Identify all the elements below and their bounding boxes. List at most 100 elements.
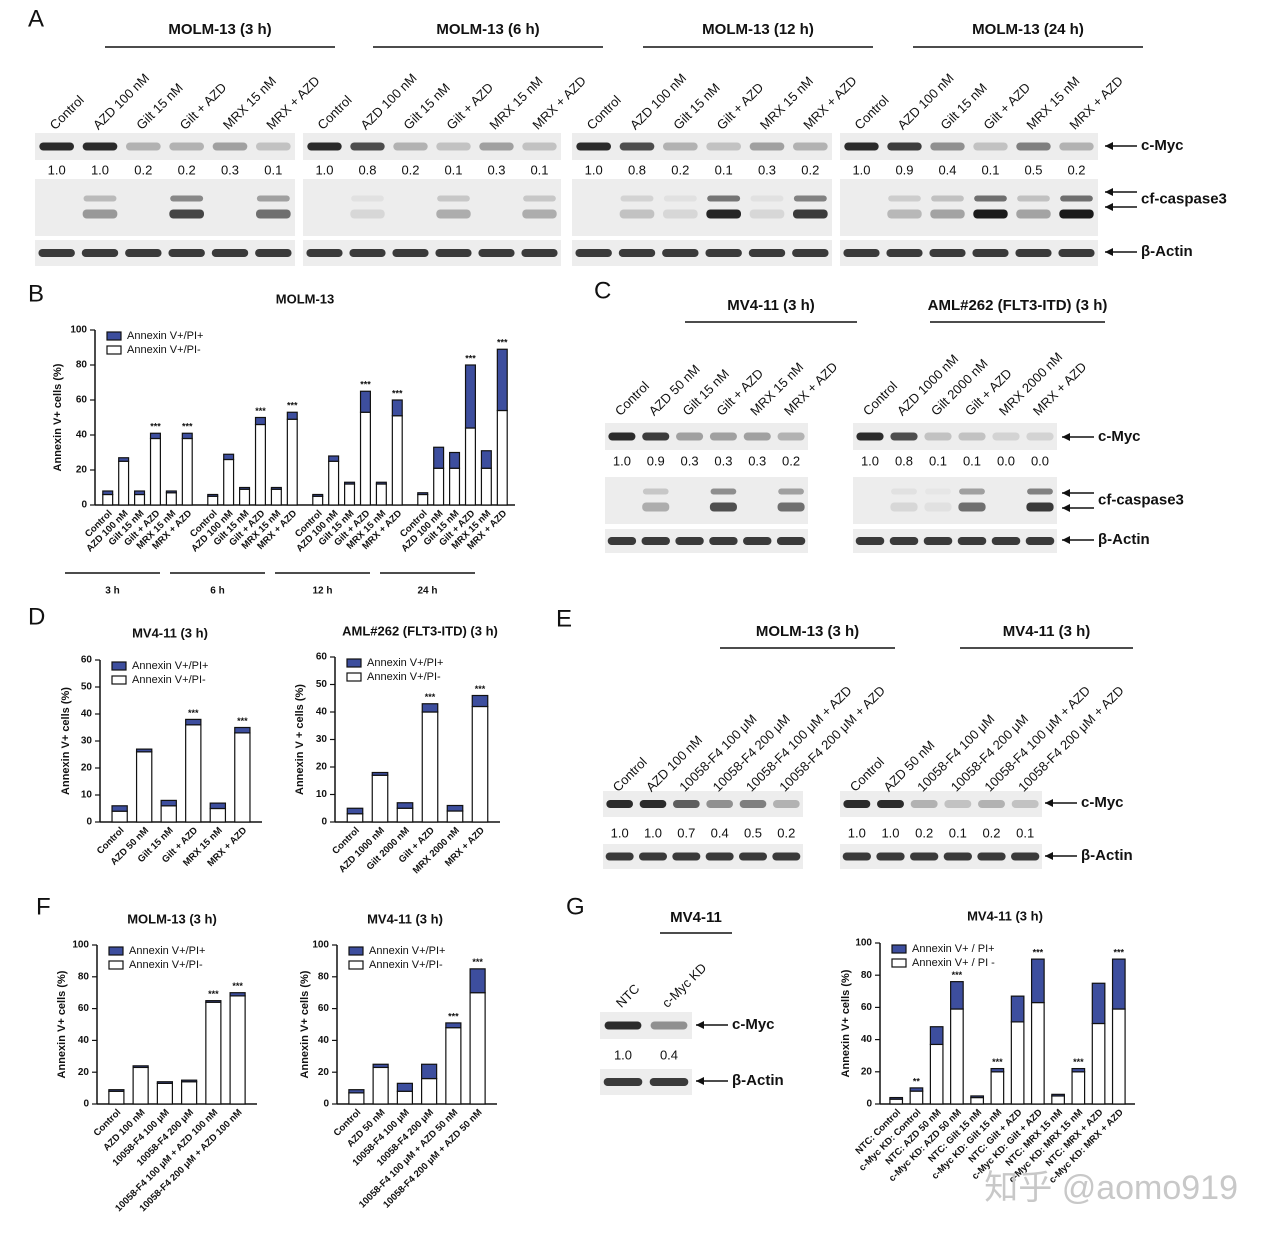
lane-label: NTC [613, 981, 642, 1010]
significance: *** [1073, 1057, 1084, 1067]
blot-background [603, 844, 803, 869]
caspase-band [663, 195, 697, 202]
myc-band [256, 142, 291, 151]
bar-segment [118, 460, 130, 506]
bar-segment [1051, 1095, 1065, 1105]
quant-value: 1.0 [644, 825, 662, 840]
bar-segment [209, 807, 227, 823]
bar-segment [328, 455, 340, 462]
significance: *** [425, 692, 436, 702]
quant-value: 0.3 [748, 453, 766, 468]
bar-segment [417, 492, 429, 496]
group-label: 3 h [105, 586, 119, 597]
group-title: MOLM-13 (12 h) [702, 21, 814, 38]
myc-band [709, 432, 737, 441]
actin-band [349, 249, 386, 257]
y-tick-label: 100 [855, 938, 872, 949]
actin-band [772, 852, 801, 861]
caspase-band [749, 209, 785, 219]
bar-segment [108, 1090, 125, 1105]
actin-band [910, 852, 939, 861]
actin-band [478, 249, 515, 257]
bar-segment [223, 453, 235, 461]
quant-value: 0.1 [530, 162, 548, 177]
quant-value: 0.8 [358, 162, 376, 177]
significance: *** [1033, 947, 1044, 957]
bar-segment [328, 460, 340, 506]
significance: *** [465, 353, 476, 363]
bar-segment [889, 1098, 904, 1105]
significance: *** [475, 684, 486, 694]
myc-band [604, 1021, 642, 1030]
bar-segment [445, 1022, 462, 1029]
caspase-band [974, 195, 1007, 202]
chart-title: MV4-11 (3 h) [132, 625, 208, 640]
y-tick-label: 80 [76, 360, 88, 371]
y-tick-label: 40 [76, 430, 88, 441]
legend-label: Annexin V+/PI- [132, 674, 206, 686]
actin-band [957, 537, 987, 545]
actin-band [991, 537, 1021, 545]
actin-band [639, 852, 667, 861]
caspase-band [793, 195, 827, 202]
caspase-band [523, 195, 556, 202]
lane-label: c-Myc KD [659, 960, 709, 1010]
actin-band [843, 249, 880, 257]
arrow-head [696, 1021, 704, 1029]
band-label: c-Myc [1141, 137, 1184, 154]
myc-band [650, 1021, 688, 1030]
quant-value: 0.4 [938, 162, 956, 177]
bar-segment [929, 1043, 944, 1105]
actin-band [1011, 852, 1040, 861]
legend-swatch [348, 946, 364, 956]
bar-segment [417, 493, 429, 506]
actin-band [923, 537, 953, 545]
group-title: MOLM-13 (24 h) [972, 21, 1084, 38]
actin-band [38, 249, 75, 257]
y-tick-label: 30 [316, 734, 328, 745]
caspase-band [706, 209, 741, 219]
caspase-band [777, 502, 805, 512]
actin-band [709, 537, 738, 545]
myc-band [307, 142, 342, 151]
significance: *** [150, 422, 161, 432]
actin-band [748, 249, 786, 257]
significance: *** [287, 401, 298, 411]
y-tick-label: 20 [78, 1067, 90, 1078]
bar-segment [134, 493, 146, 506]
panel-label: B [28, 280, 44, 307]
myc-band [639, 800, 667, 808]
myc-band [706, 142, 741, 151]
myc-band [576, 142, 611, 151]
legend-label: Annexin V+/PI- [367, 671, 441, 683]
legend-label: Annexin V+ / PI - [912, 957, 995, 969]
legend-swatch [346, 658, 362, 668]
band-label: β-Actin [1141, 243, 1193, 260]
caspase-band [1027, 488, 1053, 495]
caspase-band [891, 488, 917, 495]
quant-value: 0.3 [758, 162, 776, 177]
caspase-band [642, 488, 669, 495]
actin-band [977, 852, 1006, 861]
bar-segment [102, 493, 114, 506]
quant-value: 1.0 [881, 825, 899, 840]
bar-segment [421, 1077, 438, 1105]
quant-value: 1.0 [614, 1047, 632, 1062]
bar-segment [469, 968, 486, 994]
bar-segment [480, 467, 492, 506]
lane-label: Control [860, 378, 900, 418]
actin-band [705, 249, 742, 257]
actin-band [972, 249, 1009, 257]
caspase-band [522, 209, 557, 219]
y-tick-label: 0 [83, 1099, 89, 1110]
myc-band [1016, 142, 1051, 151]
y-tick-label: 0 [321, 817, 327, 828]
bar-segment [132, 1066, 149, 1105]
band-label: β-Actin [1098, 531, 1150, 548]
bar-segment [464, 364, 476, 429]
quant-value: 0.1 [264, 162, 282, 177]
actin-band [792, 249, 829, 257]
actin-band [886, 249, 923, 257]
bar-segment [239, 486, 251, 490]
actin-band [521, 249, 558, 257]
